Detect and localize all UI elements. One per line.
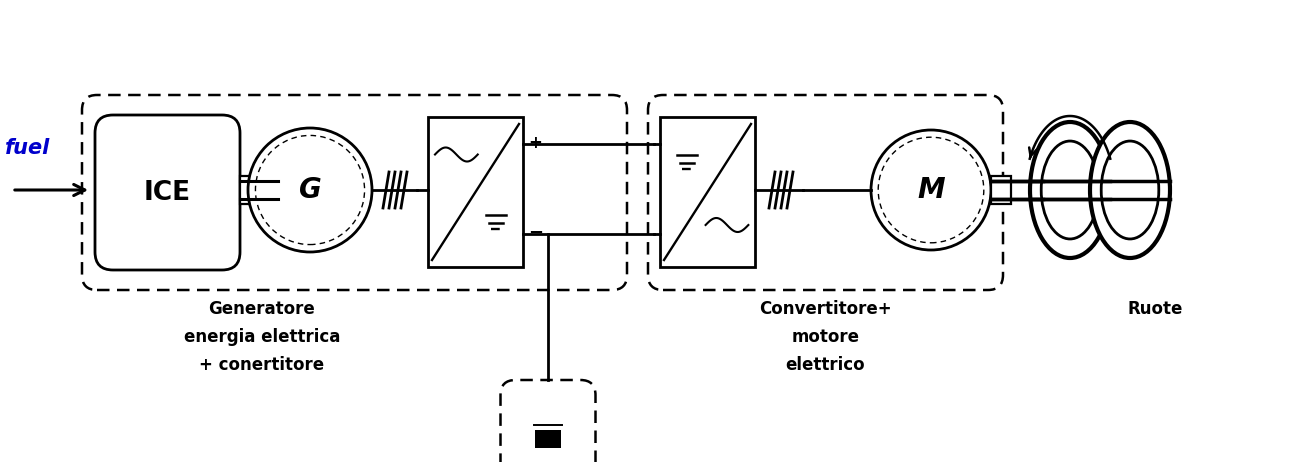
Ellipse shape (1041, 141, 1099, 239)
Bar (240, 176, 262, 204)
Text: ICE: ICE (144, 180, 191, 206)
Ellipse shape (255, 135, 364, 244)
Ellipse shape (248, 128, 372, 252)
Text: M: M (918, 176, 945, 204)
Bar (991, 176, 1011, 204)
Ellipse shape (879, 137, 984, 243)
Bar (428, 117, 524, 267)
Text: fuel: fuel (5, 138, 51, 158)
Text: Generatore
energia elettrica
+ conertitore: Generatore energia elettrica + conertito… (184, 300, 340, 374)
Bar (660, 117, 756, 267)
Ellipse shape (871, 130, 991, 250)
Text: Ruote: Ruote (1128, 300, 1183, 318)
Text: +: + (527, 134, 542, 152)
Text: Convertitore+
motore
elettrico: Convertitore+ motore elettrico (759, 300, 892, 374)
Text: −: − (527, 224, 543, 242)
Ellipse shape (1090, 122, 1170, 258)
Ellipse shape (1102, 141, 1159, 239)
FancyBboxPatch shape (95, 115, 240, 270)
Ellipse shape (1030, 122, 1109, 258)
Text: G: G (298, 176, 321, 204)
Bar (535, 430, 561, 448)
